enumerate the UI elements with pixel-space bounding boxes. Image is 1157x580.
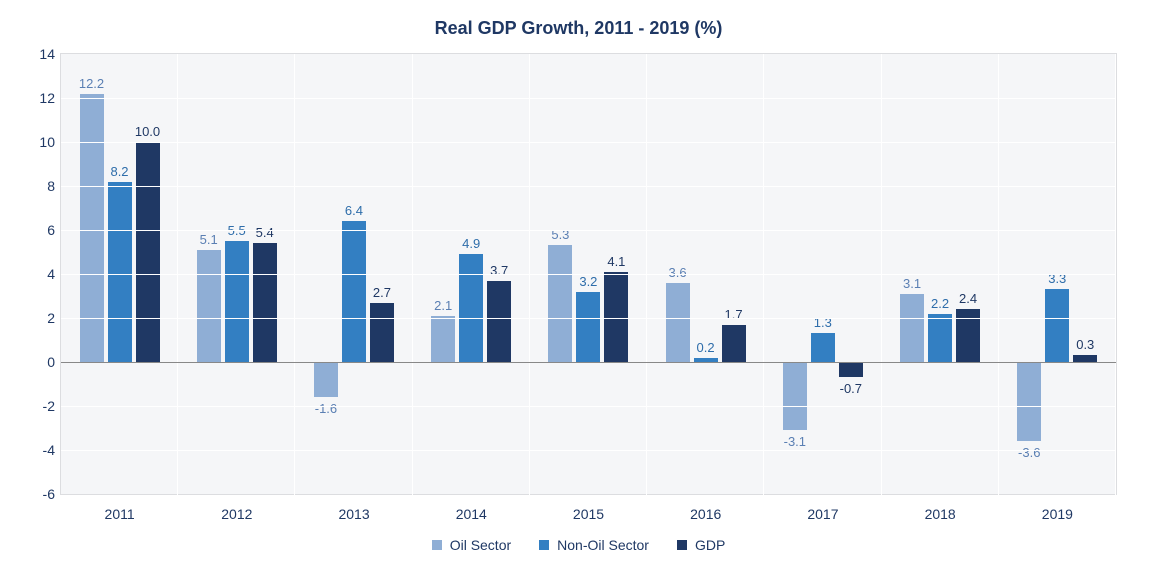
data-label: 12.2 [79,76,104,91]
grid-line [61,142,1116,143]
x-tick-label: 2014 [413,506,530,522]
grid-line [61,98,1116,99]
bar [197,250,221,362]
y-tick-label: 4 [47,266,55,282]
data-label: -1.6 [315,401,337,416]
data-label: 4.1 [607,254,625,269]
data-label: 5.1 [200,232,218,247]
data-label: 4.9 [462,236,480,251]
bar [431,316,455,362]
bar [1073,355,1097,362]
x-tick-label: 2017 [764,506,881,522]
x-tick-label: 2015 [530,506,647,522]
y-tick-label: -2 [43,398,55,414]
data-label: -3.1 [784,434,806,449]
bar [1017,362,1041,441]
bar [576,292,600,362]
bar [1045,289,1069,362]
y-tick-label: 2 [47,310,55,326]
data-label: 6.4 [345,203,363,218]
data-label: 2.1 [434,298,452,313]
bar [342,221,366,362]
data-label: 3.6 [669,265,687,280]
data-label: 0.2 [697,340,715,355]
y-tick-label: 6 [47,222,55,238]
data-label: 3.1 [903,276,921,291]
bar [900,294,924,362]
bar [370,303,394,362]
y-tick-label: 14 [39,46,55,62]
y-tick-label: 12 [39,90,55,106]
legend-swatch [539,540,549,550]
bar [108,182,132,362]
y-tick-label: -6 [43,486,55,502]
legend-swatch [677,540,687,550]
bar [722,325,746,362]
x-tick-label: 2016 [647,506,764,522]
grid-line [61,274,1116,275]
zero-line [61,362,1116,363]
bar [783,362,807,430]
bar [666,283,690,362]
bar [253,243,277,362]
grid-line [61,406,1116,407]
y-tick-label: -4 [43,442,55,458]
grid-line [61,230,1116,231]
category-separator [1115,54,1116,522]
data-label: 5.4 [256,225,274,240]
bar [548,245,572,362]
plot-area: -6-4-202468101214 201112.28.210.020125.1… [60,53,1117,495]
data-label: 1.7 [725,307,743,322]
legend-item: Oil Sector [432,537,511,553]
bar [136,142,160,362]
legend-label: Oil Sector [450,537,511,553]
data-label: 8.2 [110,164,128,179]
bar [314,362,338,397]
y-tick-label: 10 [39,134,55,150]
bar [80,94,104,362]
x-tick-label: 2018 [882,506,999,522]
bar [459,254,483,362]
data-label: 2.2 [931,296,949,311]
bar [604,272,628,362]
legend-item: GDP [677,537,725,553]
y-axis: -6-4-202468101214 [21,54,59,494]
data-label: 2.7 [373,285,391,300]
data-label: 2.4 [959,291,977,306]
bar [811,333,835,362]
x-tick-label: 2011 [61,506,178,522]
bar [225,241,249,362]
data-label: -0.7 [840,381,862,396]
legend-label: GDP [695,537,725,553]
chart-title: Real GDP Growth, 2011 - 2019 (%) [20,18,1137,39]
data-label: 3.7 [490,263,508,278]
bar [487,281,511,362]
x-tick-label: 2013 [295,506,412,522]
grid-line [61,186,1116,187]
legend-label: Non-Oil Sector [557,537,649,553]
bar [928,314,952,362]
x-tick-label: 2019 [999,506,1116,522]
x-tick-label: 2012 [178,506,295,522]
legend-item: Non-Oil Sector [539,537,649,553]
y-tick-label: 0 [47,354,55,370]
legend: Oil Sector Non-Oil Sector GDP [20,537,1137,553]
y-tick-label: 8 [47,178,55,194]
data-label: 3.2 [579,274,597,289]
grid-line [61,450,1116,451]
data-label: -3.6 [1018,445,1040,460]
legend-swatch [432,540,442,550]
gdp-growth-chart: Real GDP Growth, 2011 - 2019 (%) -6 -4 -2 0… [0,0,1157,580]
data-label: 0.3 [1076,337,1094,352]
bar [839,362,863,377]
data-label: 10.0 [135,124,160,139]
grid-line [61,318,1116,319]
